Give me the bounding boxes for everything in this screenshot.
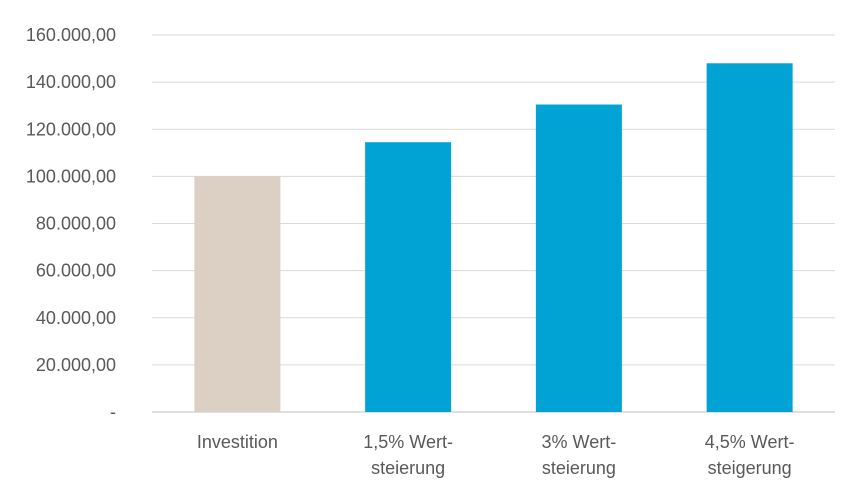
y-tick-label: 120.000,00 (26, 119, 116, 139)
bar (194, 176, 281, 412)
y-axis-tick-labels: - 20.000,00 40.000,00 60.000,00 80.000,00 100… (26, 25, 116, 422)
y-tick-label: 20.000,00 (36, 355, 116, 375)
x-category-label-line: steierung (371, 458, 445, 478)
x-category-label-line: steigerung (708, 458, 792, 478)
x-category-label: Investition (197, 432, 278, 452)
y-tick-label: 60.000,00 (36, 261, 116, 281)
bar (706, 63, 793, 413)
x-category-label-line: Investition (197, 432, 278, 452)
y-tick-label: - (110, 402, 116, 422)
y-tick-label: 100.000,00 (26, 166, 116, 186)
x-category-label: 1,5% Wert-steierung (363, 432, 453, 478)
x-category-label: 3% Wert-steierung (542, 432, 617, 478)
bar (535, 104, 622, 413)
bar (365, 142, 452, 412)
x-category-label-line: 3% Wert- (542, 432, 617, 452)
x-category-label-line: 1,5% Wert- (363, 432, 453, 452)
x-category-label: 4,5% Wert-steigerung (705, 432, 795, 478)
y-tick-label: 140.000,00 (26, 72, 116, 92)
y-tick-label: 160.000,00 (26, 25, 116, 45)
x-category-label-line: 4,5% Wert- (705, 432, 795, 452)
bars (194, 63, 793, 413)
y-tick-label: 80.000,00 (36, 214, 116, 234)
x-category-label-line: steierung (542, 458, 616, 478)
y-tick-label: 40.000,00 (36, 308, 116, 328)
